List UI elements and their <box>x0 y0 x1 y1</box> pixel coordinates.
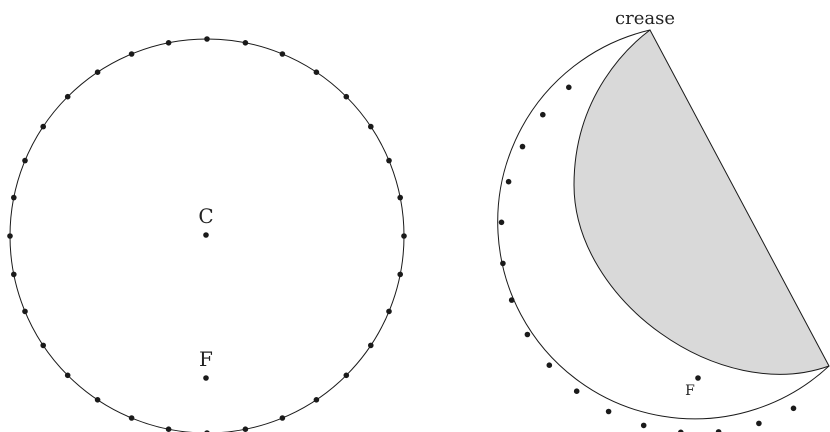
boundary-dot <box>343 372 350 379</box>
boundary-dot <box>790 405 797 412</box>
boundary-dot <box>500 260 506 267</box>
boundary-dot <box>343 93 350 100</box>
boundary-dot <box>401 233 407 239</box>
focus-label-left: F <box>199 347 213 371</box>
boundary-dot <box>94 397 101 403</box>
boundary-dot <box>546 362 553 369</box>
boundary-dot <box>7 233 13 239</box>
boundary-dot <box>368 123 374 130</box>
center-point <box>203 232 209 238</box>
boundary-dot <box>64 372 71 379</box>
boundary-dot <box>165 40 172 46</box>
focus-point-left <box>203 375 209 381</box>
right-circle-arc <box>497 29 830 420</box>
crease-label: crease <box>615 8 675 29</box>
boundary-dot <box>640 422 647 429</box>
boundary-dot <box>715 429 722 432</box>
boundary-dot <box>165 426 172 432</box>
boundary-dot <box>40 342 46 349</box>
boundary-dot <box>40 123 46 130</box>
focus-label-right: F <box>685 383 695 399</box>
boundary-dot <box>540 111 546 118</box>
boundary-dot <box>128 415 135 421</box>
boundary-dot <box>313 397 320 403</box>
boundary-dot <box>386 308 392 315</box>
boundary-dot <box>279 51 286 57</box>
boundary-dot <box>573 388 580 395</box>
boundary-dot <box>22 308 28 315</box>
right-boundary-dots <box>498 84 797 432</box>
boundary-dot <box>128 51 135 57</box>
boundary-dot <box>64 93 71 100</box>
boundary-dot <box>524 331 531 338</box>
boundary-dot <box>313 69 320 75</box>
focus-point-right <box>695 375 701 381</box>
folded-flap <box>573 29 830 375</box>
boundary-dot <box>11 271 17 278</box>
boundary-dot <box>368 342 374 349</box>
center-label: C <box>198 204 213 228</box>
boundary-dot <box>204 36 210 42</box>
boundary-dot <box>566 84 572 91</box>
boundary-dot <box>508 297 515 303</box>
boundary-dot <box>386 157 392 164</box>
boundary-dot <box>498 219 505 226</box>
boundary-dot <box>242 426 249 432</box>
boundary-dot <box>397 194 404 201</box>
boundary-dot <box>11 194 17 201</box>
boundary-dot <box>279 415 286 421</box>
boundary-dot <box>505 178 512 185</box>
boundary-dot <box>605 408 612 415</box>
boundary-dot <box>242 40 249 46</box>
boundary-dot <box>94 69 101 75</box>
boundary-dot <box>397 271 404 278</box>
left-circle-figure: C F <box>7 36 407 432</box>
boundary-dot <box>756 420 762 427</box>
boundary-dot <box>22 157 28 164</box>
boundary-dot <box>519 143 526 150</box>
right-folded-figure: crease F <box>497 8 830 432</box>
boundary-dot <box>678 429 684 432</box>
left-boundary-dots <box>7 36 407 432</box>
